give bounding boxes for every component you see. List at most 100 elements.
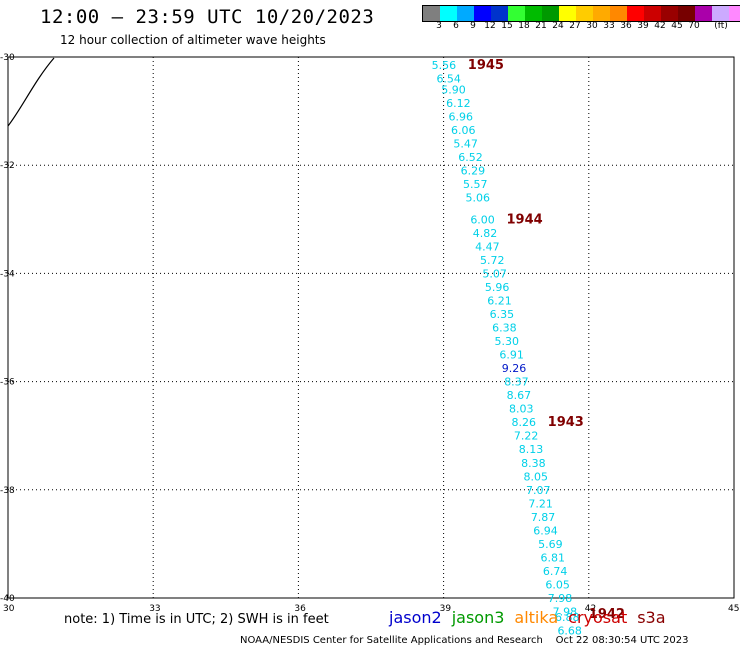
legend-label: 33 — [603, 21, 615, 31]
legend-swatch — [593, 6, 610, 21]
legend-swatch — [474, 6, 491, 21]
longitude-labels: 30 33 36 39 42 45 — [3, 604, 739, 614]
agency-credit: NOAA/NESDIS Center for Satellite Applica… — [240, 635, 543, 646]
longitude-label: 45 — [728, 604, 739, 614]
latitude-label: -34 — [0, 269, 15, 279]
time-label: 1944 — [507, 212, 543, 227]
wave-height-value: 6.81 — [541, 551, 566, 564]
wave-height-value: 7.21 — [528, 497, 553, 510]
latitude-label: -36 — [0, 378, 15, 388]
wave-height-value: 8.03 — [509, 403, 534, 416]
wave-height-value: 6.88 — [555, 611, 580, 624]
coastline — [7, 57, 55, 127]
credit-line: NOAA/NESDIS Center for Satellite Applica… — [240, 635, 689, 646]
wave-height-value: 8.67 — [507, 389, 532, 402]
wave-height-value: 5.57 — [463, 178, 488, 191]
legend-swatch — [491, 6, 508, 21]
satellite-name-altika: altika — [514, 608, 559, 627]
legend-label: 27 — [569, 21, 581, 31]
legend-label: 30 — [586, 21, 598, 31]
generated-timestamp: Oct 22 08:30:54 UTC 2023 — [555, 635, 689, 646]
legend-label: 21 — [535, 21, 547, 31]
wave-height-value: 6.12 — [446, 97, 471, 110]
legend-label: 39 — [637, 21, 649, 31]
latitude-label: -30 — [0, 53, 15, 63]
time-label: 1943 — [548, 415, 584, 430]
wave-height-value: 6.68 — [557, 624, 582, 637]
wave-height-value: 8.13 — [519, 443, 544, 456]
legend-label: 12 — [484, 21, 496, 31]
wave-height-value: 8.05 — [524, 470, 549, 483]
wave-height-value: 7.07 — [526, 484, 551, 497]
wave-height-value: 7.87 — [531, 511, 556, 524]
legend-label: 24 — [552, 21, 564, 31]
wave-height-value: 5.30 — [495, 335, 520, 348]
wave-height-value: 5.72 — [480, 254, 505, 267]
wave-height-value: 5.07 — [482, 267, 507, 280]
wave-height-value: 6.06 — [451, 124, 476, 137]
wave-height-value: 5.96 — [485, 281, 510, 294]
color-legend — [422, 5, 740, 22]
legend-label: 15 — [501, 21, 513, 31]
wave-height-value: 9.26 — [502, 362, 527, 375]
latitude-label: -38 — [0, 486, 15, 496]
longitude-label: 33 — [149, 604, 160, 614]
legend-swatch — [644, 6, 661, 21]
legend-swatch — [695, 6, 712, 21]
satellite-name-cryosat: cryosat — [568, 608, 628, 627]
legend-swatch — [440, 6, 457, 21]
time-label: 1945 — [468, 58, 504, 73]
legend-swatch — [559, 6, 576, 21]
wave-height-value: 4.47 — [475, 240, 500, 253]
satellite-name-jason3: jason3 — [451, 608, 505, 627]
time-label: 1942 — [589, 607, 625, 622]
longitude-label: 39 — [440, 604, 452, 614]
legend-label: 3 — [436, 21, 442, 31]
wave-height-value: 6.91 — [499, 349, 524, 362]
legend-swatch — [627, 6, 644, 21]
wave-height-value: 5.69 — [538, 538, 563, 551]
satellite-name-s3a: s3a — [637, 608, 666, 627]
legend-swatch — [576, 6, 593, 21]
wave-height-value: 6.74 — [543, 565, 568, 578]
latitude-label: -32 — [0, 161, 15, 171]
legend-label: 18 — [518, 21, 530, 31]
wave-height-value: 4.82 — [473, 227, 498, 240]
wave-height-value: 5.56 — [432, 59, 457, 72]
legend-label: 42 — [654, 21, 666, 31]
longitude-label: 36 — [294, 604, 306, 614]
wave-height-value: 6.00 — [470, 213, 495, 226]
legend-label: 70 — [688, 21, 700, 31]
map-grid — [8, 57, 734, 598]
legend-label: 45 — [671, 21, 683, 31]
legend-label: 9 — [470, 21, 476, 31]
wave-height-value: 8.37 — [504, 376, 529, 389]
legend-swatch — [508, 6, 525, 21]
wave-height-value: 7.98 — [548, 592, 573, 605]
wave-height-value: 6.05 — [545, 578, 570, 591]
footnote: note: 1) Time is in UTC; 2) SWH is in fe… — [64, 612, 329, 627]
legend-label: 36 — [620, 21, 632, 31]
legend-swatch — [457, 6, 474, 21]
legend-swatch — [542, 6, 559, 21]
legend-label: (ft) — [714, 21, 728, 31]
legend-swatch — [678, 6, 695, 21]
wave-height-value: 7.98 — [553, 606, 578, 619]
altimeter-track: 5.566.545.906.126.966.065.476.526.295.57… — [432, 59, 582, 637]
longitude-label: 30 — [3, 604, 15, 614]
wave-height-value: 6.94 — [533, 524, 558, 537]
longitude-label: 42 — [585, 604, 596, 614]
map-title: 12:00 – 23:59 UTC 10/20/2023 — [40, 6, 375, 28]
wave-height-value: 6.96 — [449, 111, 474, 124]
wave-height-value: 5.47 — [453, 138, 478, 151]
wave-height-value: 7.22 — [514, 430, 539, 443]
legend-label: 6 — [453, 21, 459, 31]
wave-height-value: 6.29 — [461, 165, 486, 178]
legend-swatch — [423, 6, 440, 21]
latitude-labels: -30 -32 -34 -36 -38 -40 — [0, 53, 15, 604]
latitude-label: -40 — [0, 594, 15, 604]
wave-height-value: 6.21 — [487, 294, 512, 307]
map-subtitle: 12 hour collection of altimeter wave hei… — [60, 33, 326, 47]
satellite-key: jason2 jason3 altika cryosat s3a — [389, 608, 676, 627]
